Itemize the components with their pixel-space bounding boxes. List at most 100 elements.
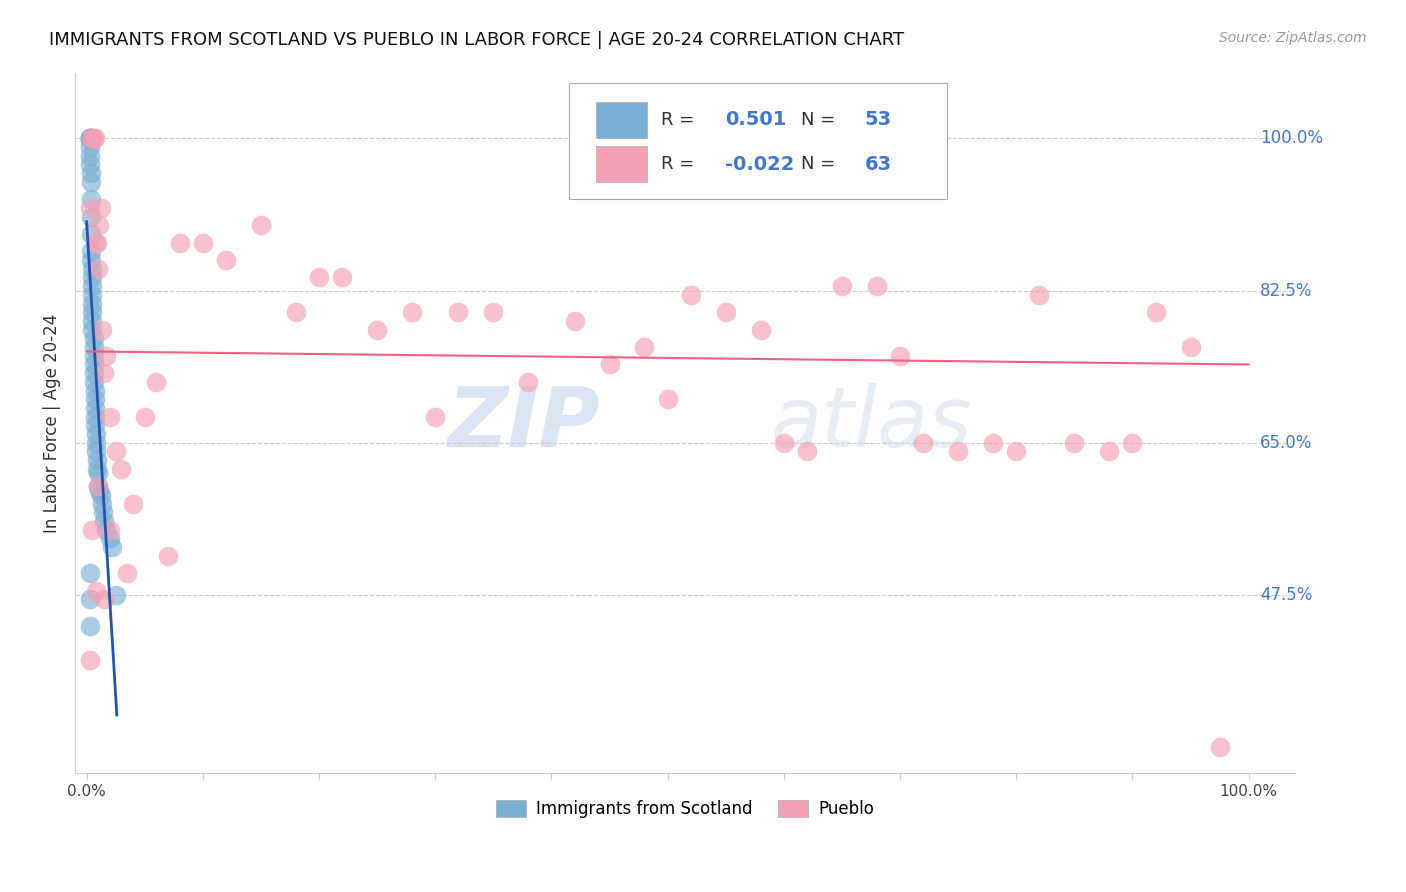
Point [912, 435, 935, 450]
Point [83, 331, 105, 345]
Point [91, 505, 114, 519]
Bar [596, 145, 647, 182]
Point [86, 453, 108, 467]
Point [79, 653, 101, 667]
Point [82, 270, 104, 285]
Point [80, 131, 103, 145]
Point [80, 227, 103, 241]
Point [84, 583, 107, 598]
Point [250, 219, 273, 233]
Point [145, 375, 167, 389]
Point [80, 210, 103, 224]
Point [1028, 288, 1050, 302]
Point [82, 305, 104, 319]
Point [425, 409, 447, 424]
Point [83, 349, 105, 363]
Point [84, 235, 107, 250]
Point [1098, 444, 1121, 458]
Point [87, 467, 110, 481]
Point [110, 462, 132, 476]
Point [101, 540, 124, 554]
Point [79, 131, 101, 145]
Point [96, 349, 118, 363]
Point [98, 523, 121, 537]
Point [1121, 435, 1143, 450]
Point [866, 279, 889, 293]
Point [981, 435, 1004, 450]
Point [83, 384, 105, 398]
Point [89, 219, 111, 233]
Point [79, 592, 101, 607]
Point [83, 392, 105, 407]
Point [79, 131, 101, 145]
Text: 63: 63 [865, 154, 891, 174]
Point [749, 323, 772, 337]
Point [87, 479, 110, 493]
Text: N =: N = [801, 155, 835, 173]
Point [83, 418, 105, 433]
Point [79, 131, 101, 145]
Point [679, 288, 702, 302]
Point [98, 409, 121, 424]
Point [83, 358, 105, 372]
Point [796, 444, 818, 458]
Point [82, 323, 104, 337]
Point [104, 588, 127, 602]
Point [482, 305, 505, 319]
Point [96, 523, 118, 537]
Point [308, 270, 330, 285]
Point [82, 523, 104, 537]
Point [82, 131, 104, 145]
Point [83, 366, 105, 380]
Bar [596, 102, 647, 138]
Text: Source: ZipAtlas.com: Source: ZipAtlas.com [1219, 31, 1367, 45]
Text: IMMIGRANTS FROM SCOTLAND VS PUEBLO IN LABOR FORCE | AGE 20-24 CORRELATION CHART: IMMIGRANTS FROM SCOTLAND VS PUEBLO IN LA… [49, 31, 904, 49]
Point [517, 375, 540, 389]
Point [284, 305, 307, 319]
Text: N =: N = [801, 111, 835, 129]
Point [93, 514, 115, 528]
Point [84, 435, 107, 450]
Point [84, 427, 107, 442]
Point [831, 279, 853, 293]
Point [191, 235, 214, 250]
Point [80, 244, 103, 259]
Point [633, 340, 655, 354]
Point [90, 323, 112, 337]
Point [90, 497, 112, 511]
Point [83, 375, 105, 389]
Point [889, 349, 911, 363]
Point [117, 566, 139, 581]
Point [1005, 444, 1028, 458]
Point [169, 235, 191, 250]
Point [82, 288, 104, 302]
Text: 53: 53 [865, 111, 891, 129]
Point [83, 401, 105, 415]
Point [80, 166, 103, 180]
Text: 65.0%: 65.0% [1260, 434, 1312, 451]
Text: R =: R = [661, 155, 695, 173]
Point [104, 444, 127, 458]
Point [83, 340, 105, 354]
Point [83, 131, 105, 145]
Legend: Immigrants from Scotland, Pueblo: Immigrants from Scotland, Pueblo [489, 793, 880, 824]
Text: R =: R = [661, 111, 695, 129]
Point [714, 305, 737, 319]
Point [80, 175, 103, 189]
Point [1144, 305, 1167, 319]
Point [134, 409, 156, 424]
Point [79, 131, 101, 145]
Point [1063, 435, 1085, 450]
Point [83, 409, 105, 424]
Point [89, 483, 111, 498]
Point [82, 279, 104, 293]
Point [79, 148, 101, 162]
Y-axis label: In Labor Force | Age 20-24: In Labor Force | Age 20-24 [44, 314, 60, 533]
Point [80, 253, 103, 268]
Point [82, 314, 104, 328]
Point [79, 131, 101, 145]
Text: 0.501: 0.501 [725, 111, 787, 129]
Text: -0.022: -0.022 [725, 154, 794, 174]
Point [79, 157, 101, 171]
Point [90, 201, 112, 215]
